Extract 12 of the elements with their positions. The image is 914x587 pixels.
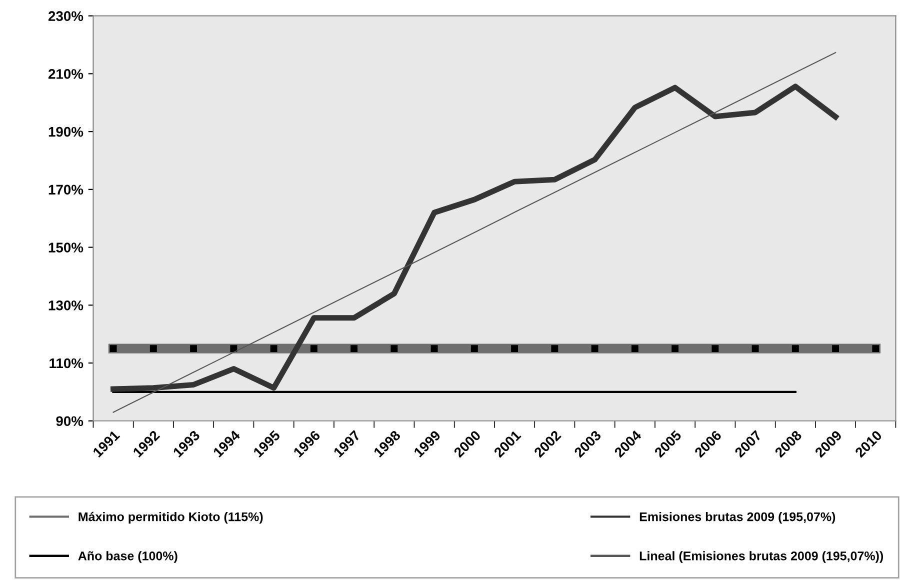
y-tick-label: 130%: [48, 300, 84, 310]
y-tick-label: 230%: [48, 11, 84, 22]
y-tick-label: 170%: [48, 184, 84, 195]
y-tick-label: 150%: [48, 242, 84, 252]
y-tick-label: 110%: [50, 358, 84, 368]
legend-label: Máximo permitido Kioto (115%): [78, 512, 263, 524]
y-tick-label: 90%: [56, 416, 84, 426]
y-tick-label: 190%: [48, 126, 84, 137]
y-tick-label: 210%: [48, 69, 84, 79]
legend-label: Año base (100%): [78, 551, 178, 563]
legend-label: Lineal (Emisiones brutas 2009 (195,07%)): [640, 551, 884, 563]
legend-label: Emisiones brutas 2009 (195,07%): [640, 512, 836, 524]
